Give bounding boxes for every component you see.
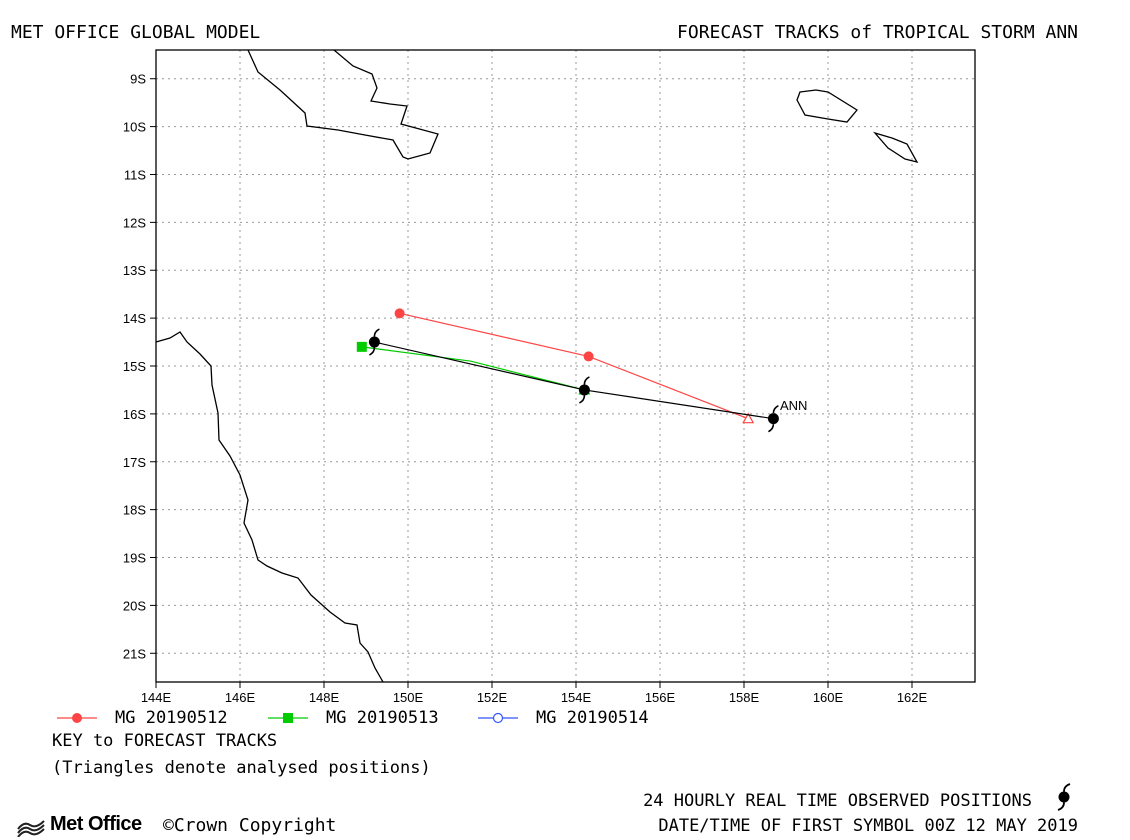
lat-tick-label: 21S xyxy=(123,646,146,661)
forecast-point xyxy=(583,351,594,362)
lon-tick-label: 146E xyxy=(225,690,256,705)
axis-labels: 9S 10S 11S 12S 13S 14S 15S 16S 17S 18S 19S 20S 21S 14… xyxy=(123,72,928,705)
lat-tick-label: 16S xyxy=(123,407,146,422)
legend-label: MG 20190512 xyxy=(115,708,228,728)
lon-tick-label: 162E xyxy=(897,690,928,705)
lat-tick-label: 15S xyxy=(123,359,146,374)
lat-tick-label: 18S xyxy=(123,503,146,518)
observed-track xyxy=(368,328,779,433)
lat-tick-label: 19S xyxy=(123,551,146,566)
first-symbol-datetime: DATE/TIME OF FIRST SYMBOL 00Z 12 MAY 201… xyxy=(658,816,1078,836)
lon-tick-label: 152E xyxy=(477,690,508,705)
key-note: (Triangles denote analysed positions) xyxy=(52,758,431,778)
lon-tick-label: 144E xyxy=(141,690,172,705)
left-title: MET OFFICE GLOBAL MODEL xyxy=(11,22,261,43)
forecast-point xyxy=(394,308,405,319)
legend-item-mg-20190514: MG 20190514 xyxy=(476,708,736,728)
lon-tick-label: 158E xyxy=(729,690,760,705)
lat-tick-label: 13S xyxy=(123,263,146,278)
observed-positions-note: 24 HOURLY REAL TIME OBSERVED POSITIONS xyxy=(643,791,1032,811)
blue-open-circle-marker-icon xyxy=(492,712,504,724)
map-frame xyxy=(155,49,976,683)
right-title: FORECAST TRACKS of TROPICAL STORM ANN xyxy=(677,22,1078,43)
lat-tick-label: 17S xyxy=(123,455,146,470)
storm-name-label: ANN xyxy=(780,398,807,413)
lat-tick-label: 10S xyxy=(123,120,146,135)
legend-item-mg-20190513: MG 20190513 xyxy=(266,708,526,728)
lat-tick-label: 12S xyxy=(123,215,146,230)
lon-tick-label: 156E xyxy=(645,690,676,705)
lat-tick-label: 9S xyxy=(130,72,146,87)
forecast-track-line xyxy=(361,346,585,391)
legend-item-mg-20190512: MG 20190512 xyxy=(55,708,315,728)
lat-tick-label: 11S xyxy=(124,167,146,182)
forecast-tracks xyxy=(356,308,755,424)
lon-tick-label: 154E xyxy=(561,690,592,705)
key-title: KEY to FORECAST TRACKS xyxy=(52,731,278,751)
lat-tick-label: 14S xyxy=(123,311,146,326)
coastline-island-1 xyxy=(796,89,858,123)
analysed-position-triangle xyxy=(742,412,755,424)
cyclone-symbol-icon xyxy=(578,376,590,404)
crown-copyright: ©Crown Copyright xyxy=(163,815,337,836)
cyclone-symbol-icon xyxy=(1057,783,1071,811)
map-grid xyxy=(150,50,975,688)
coastline-australia xyxy=(155,331,384,683)
lon-tick-label: 160E xyxy=(813,690,844,705)
legend-label: MG 20190513 xyxy=(326,708,439,728)
met-office-logo-text: Met Office xyxy=(50,813,142,835)
met-office-logo-icon xyxy=(17,820,45,837)
coastline-new-guinea xyxy=(247,49,439,160)
cyclone-symbol-icon xyxy=(368,328,380,356)
legend-label: MG 20190514 xyxy=(536,708,649,728)
green-square-marker-icon xyxy=(283,713,293,723)
cyclone-symbol-icon xyxy=(767,404,779,433)
lat-tick-label: 20S xyxy=(123,598,146,613)
coastline-island-2 xyxy=(873,131,919,163)
lon-tick-label: 148E xyxy=(309,690,340,705)
red-circle-marker-icon xyxy=(72,713,82,723)
forecast-point xyxy=(356,341,367,352)
lon-tick-label: 150E xyxy=(393,690,424,705)
coastlines xyxy=(155,49,919,683)
